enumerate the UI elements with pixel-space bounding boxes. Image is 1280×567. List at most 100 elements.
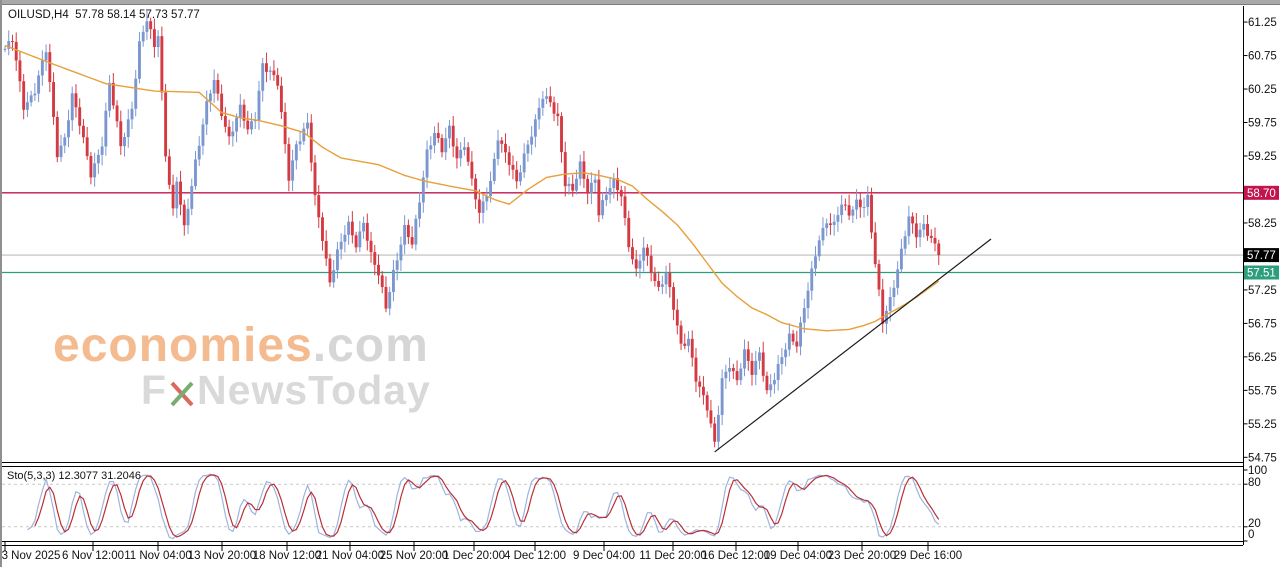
window-top-edge	[0, 0, 1280, 5]
candle-body	[597, 179, 601, 216]
candle-body	[81, 125, 85, 138]
candle-body	[3, 48, 7, 50]
time-tick-label: 3 Nov 2025	[2, 550, 61, 562]
candle-body	[522, 153, 526, 173]
candle-body	[929, 235, 933, 238]
candle-body	[698, 381, 702, 387]
candle-body	[429, 145, 433, 150]
candle-body	[347, 221, 351, 235]
candle-body	[444, 138, 448, 153]
candle-body	[724, 371, 728, 379]
candle-body	[922, 223, 926, 230]
candle-body	[384, 287, 388, 309]
candle-body	[85, 137, 89, 157]
candle-body	[22, 81, 26, 110]
candle-body	[40, 60, 44, 76]
candle-body	[78, 107, 82, 126]
candle-body	[63, 137, 67, 146]
candle-body	[227, 126, 231, 137]
candle-body	[272, 70, 276, 76]
price-tick-label: 60.25	[1248, 84, 1277, 96]
candle-body	[44, 52, 48, 61]
candle-body	[302, 128, 306, 142]
candle-body	[182, 204, 186, 226]
price-tick-label: 60.75	[1248, 51, 1277, 63]
candle-body	[283, 111, 287, 145]
watermark-brand: economies	[53, 319, 313, 372]
candle-body	[313, 162, 317, 196]
candle-body	[324, 240, 328, 259]
price-level-badge-58.70	[1244, 185, 1279, 200]
candle-body	[171, 184, 175, 209]
candle-body	[619, 190, 623, 197]
candle-body	[276, 75, 280, 86]
candle-body	[477, 199, 481, 213]
candle-body	[616, 178, 619, 191]
time-tick-label: 21 Nov 04:00	[316, 550, 384, 562]
candle-body	[403, 225, 407, 245]
candle-body	[608, 188, 612, 195]
candle-body	[690, 338, 694, 358]
time-tick-label: 18 Nov 12:00	[253, 550, 321, 562]
price-tick-label: 61.25	[1248, 17, 1277, 29]
chart-title: OILUSD,H4 57.78 58.14 57.73 57.77	[8, 9, 200, 21]
candle-body	[873, 232, 877, 265]
candle-body	[96, 154, 100, 164]
trendline[interactable]	[714, 238, 992, 453]
candle-body	[885, 310, 888, 324]
candle-body	[750, 360, 754, 375]
candle-body	[238, 104, 242, 118]
candle-body	[593, 179, 597, 183]
price-level-badge-57.51	[1244, 265, 1279, 280]
candle-body	[601, 200, 605, 216]
candle-body	[369, 240, 373, 253]
sto-tick-label: 100	[1248, 465, 1267, 477]
candle-body	[634, 259, 638, 269]
price-tick-label: 56.25	[1248, 352, 1277, 364]
candle-body	[817, 240, 821, 257]
candle-body	[537, 107, 541, 120]
candle-body	[197, 145, 201, 160]
candle-body	[645, 247, 649, 256]
price-axis[interactable]: 61.25 60.75 60.25 59.75 59.25 58.25 57.25 56.75…	[1243, 17, 1280, 464]
candle-body	[119, 121, 123, 147]
price-tick-label: 56.75	[1248, 318, 1277, 330]
candle-body	[660, 284, 664, 287]
candle-body	[29, 95, 33, 103]
candle-body	[489, 180, 492, 197]
candle-body	[395, 260, 399, 270]
candle-body	[11, 40, 14, 42]
candle-body	[746, 349, 750, 361]
candle-body	[388, 292, 392, 309]
candle-body	[111, 82, 115, 106]
candle-body	[821, 227, 825, 241]
candle-body	[672, 287, 676, 310]
watermark-fx-prefix: F	[141, 367, 168, 413]
candle-body	[52, 82, 56, 117]
candle-body	[317, 195, 321, 218]
candle-body	[59, 145, 63, 158]
candle-body	[194, 159, 197, 187]
moving-average-line	[4, 44, 940, 332]
candle-body	[500, 140, 504, 144]
time-tick-label: 4 Dec 12:00	[504, 550, 566, 562]
price-tick-label: 54.75	[1248, 452, 1277, 464]
candle-body	[739, 368, 743, 381]
candle-body	[855, 199, 859, 210]
candle-body	[399, 244, 403, 261]
candle-body	[791, 333, 795, 342]
candle-body	[362, 222, 366, 232]
candle-body	[575, 178, 578, 191]
candle-body	[911, 216, 915, 224]
candle-body	[851, 209, 855, 216]
candle-body	[332, 270, 336, 283]
candle-body	[705, 395, 709, 411]
watermark-brand-line: economies.com	[53, 322, 431, 370]
candle-body	[123, 137, 126, 147]
candle-body	[466, 147, 470, 162]
candle-body	[418, 202, 422, 219]
